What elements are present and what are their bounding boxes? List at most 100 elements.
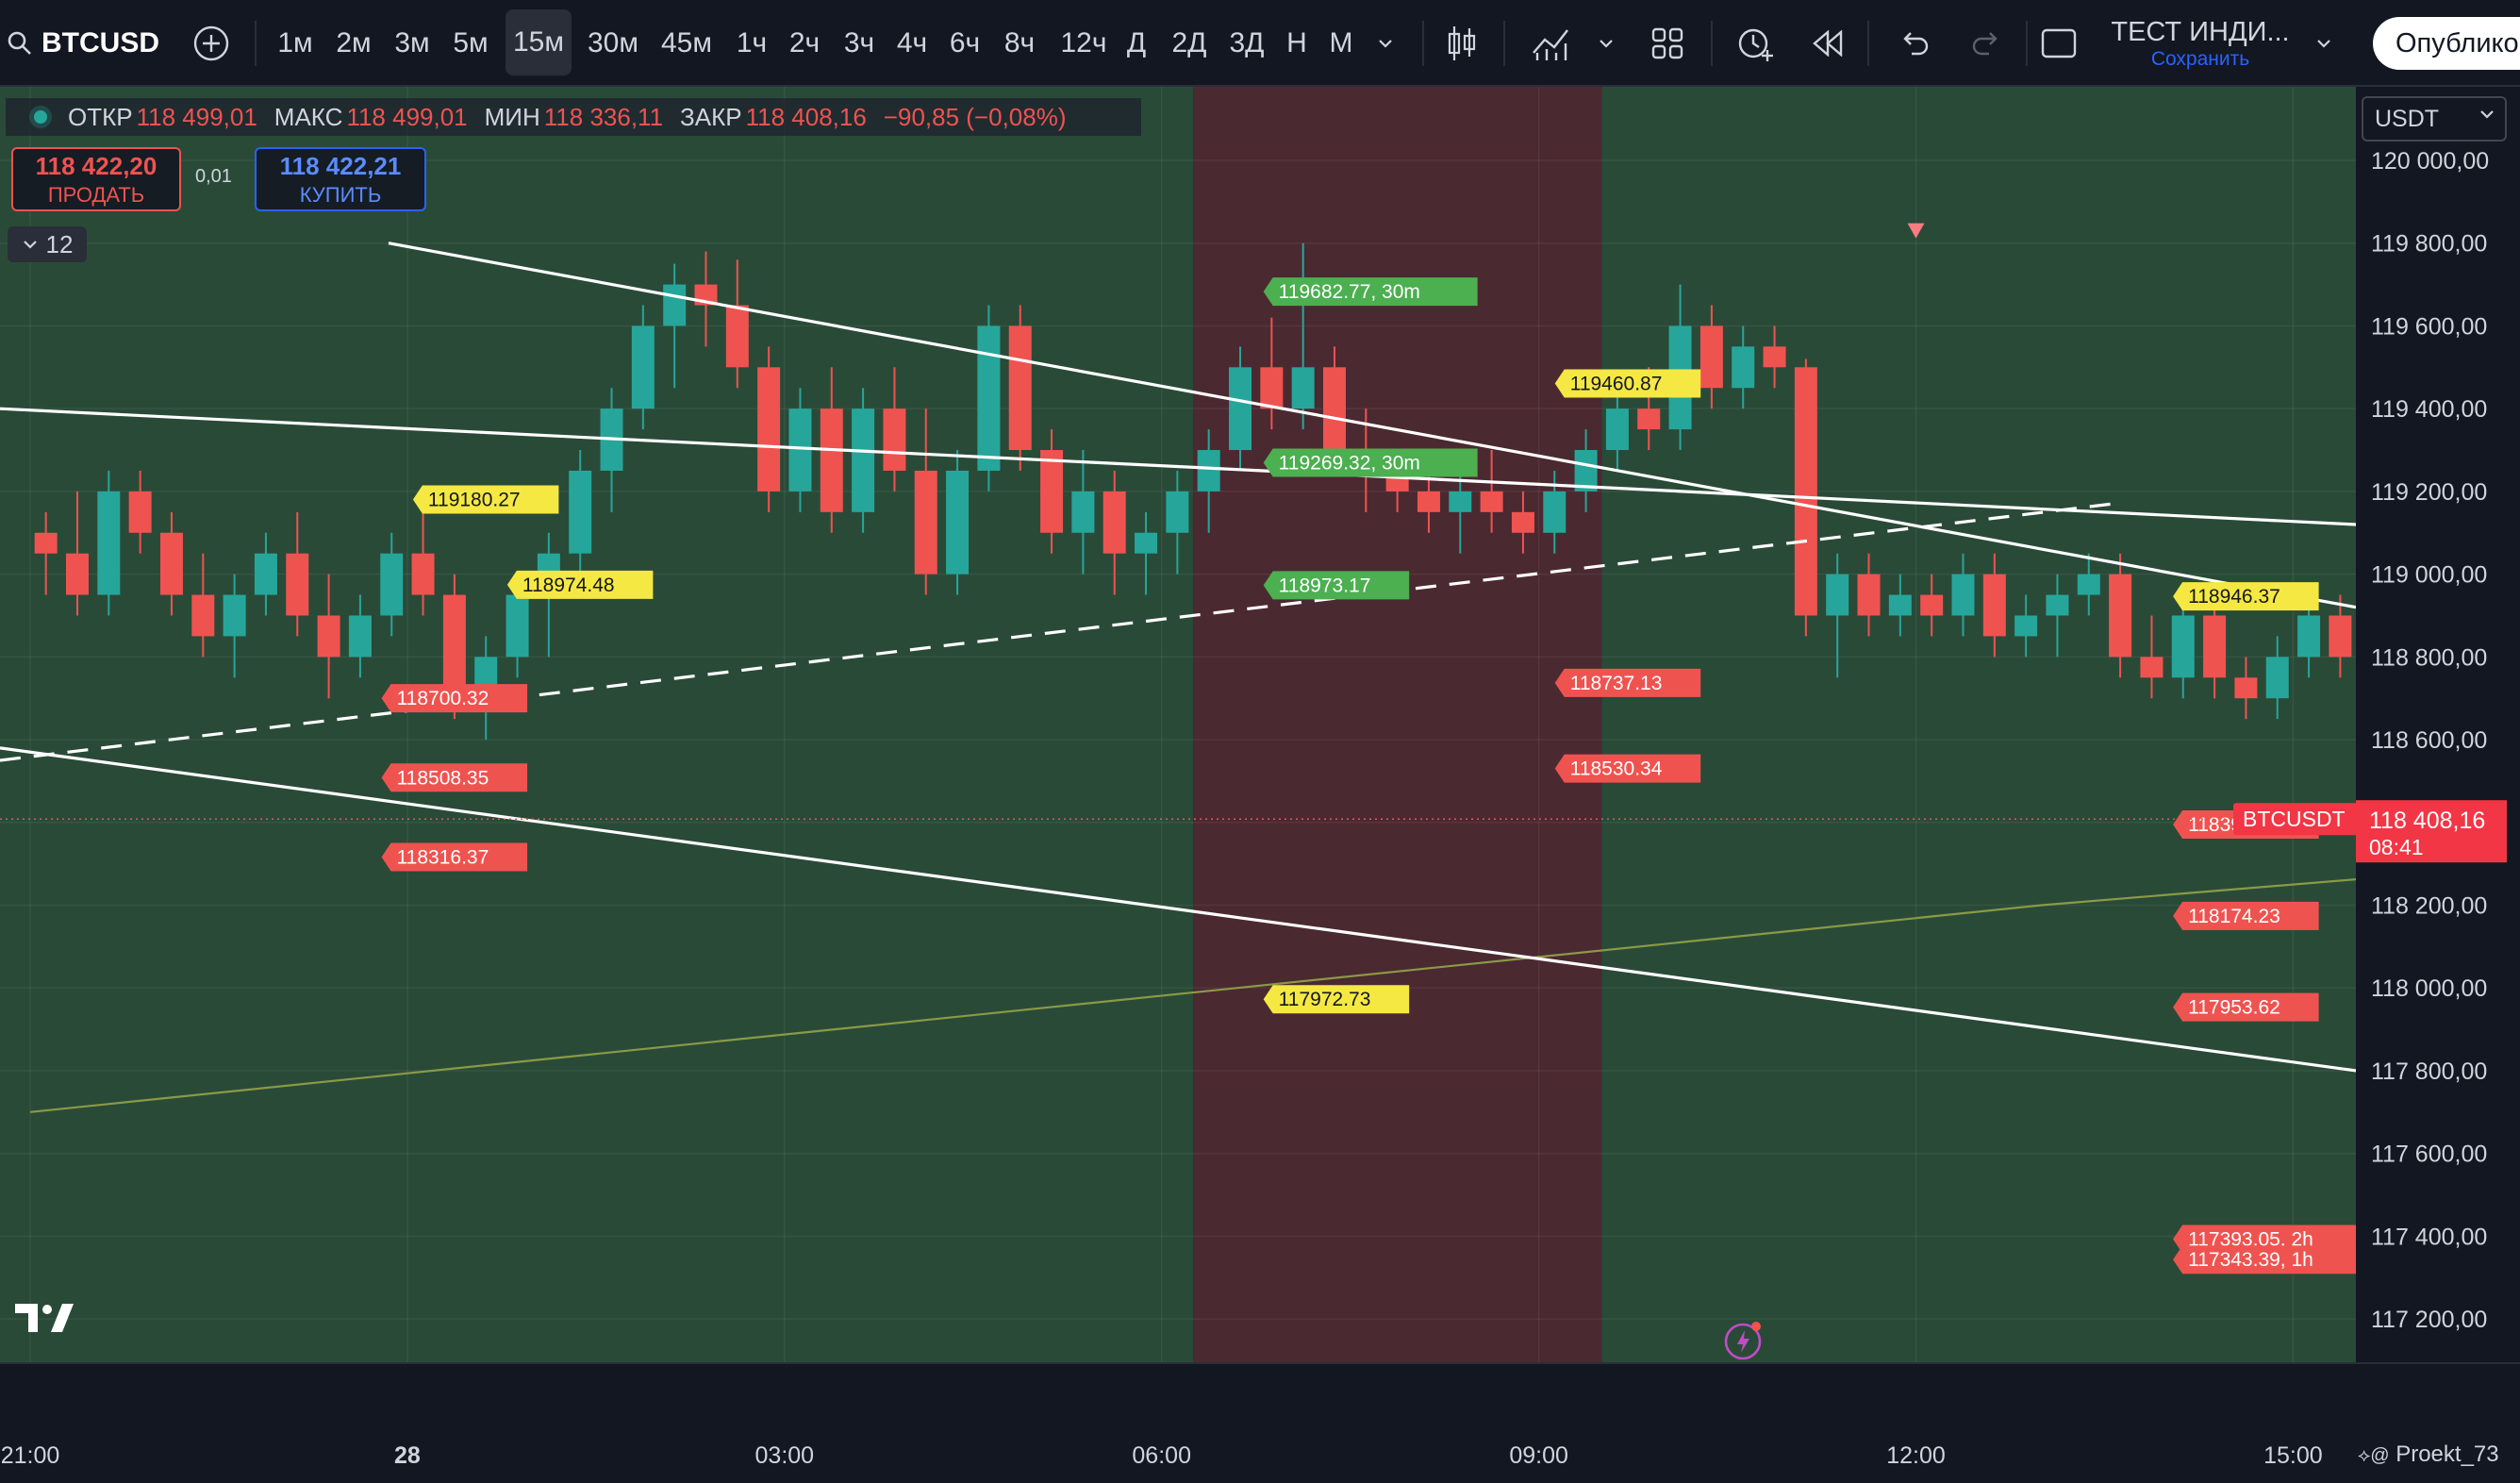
candle-up <box>1229 367 1252 451</box>
undo-icon[interactable] <box>1896 0 1933 87</box>
price-tick-label: 118 000,00 <box>2371 975 2487 1002</box>
candle-down <box>883 408 906 471</box>
candle-up <box>1605 408 1629 451</box>
price-label-text: 119180.27 <box>428 490 521 511</box>
candle-down <box>1920 594 1944 616</box>
fullscreen-box-icon[interactable] <box>2037 0 2081 87</box>
price-chart[interactable]: 119460.87 119180.27 118974.48 118700.32 1185… <box>0 87 2520 1483</box>
interval-4h[interactable]: 4ч <box>896 27 928 58</box>
price-label-tag: 119180.27 <box>412 485 559 514</box>
interval-5m[interactable]: 5м <box>453 27 489 58</box>
price-label-shape <box>2173 582 2319 611</box>
candle-down <box>159 532 183 595</box>
interval-1h[interactable]: 1ч <box>736 27 768 58</box>
candle-up <box>254 553 277 595</box>
intervals-dropdown-chevron-icon[interactable] <box>1369 0 1401 87</box>
close-value: 118 408,16 <box>745 102 867 131</box>
search-icon[interactable] <box>4 0 36 87</box>
indicators-toggle[interactable]: 12 <box>8 226 87 262</box>
close-label: ЗАКР <box>680 102 742 131</box>
save-link[interactable]: Сохранить <box>2150 47 2250 70</box>
price-label-shape <box>2173 901 2319 930</box>
price-label-tag: 118973.17 <box>1263 571 1410 600</box>
candle-up <box>223 594 246 637</box>
candle-up <box>2171 615 2195 678</box>
candle-down <box>820 408 843 512</box>
bar-replay-icon[interactable] <box>1809 0 1847 87</box>
toolbar-divider <box>255 21 257 66</box>
interval-1mo[interactable]: М <box>1329 27 1353 58</box>
candle-up <box>2014 615 2038 637</box>
price-label-tag: 117953.62 <box>2173 992 2319 1022</box>
interval-3h[interactable]: 3ч <box>843 27 875 58</box>
layout-dropdown-chevron-icon[interactable] <box>2311 0 2337 87</box>
interval-12h[interactable]: 12ч <box>1060 27 1107 58</box>
interval-8h[interactable]: 8ч <box>1003 27 1036 58</box>
candle-down <box>1857 574 1881 616</box>
interval-2m[interactable]: 2м <box>336 27 372 58</box>
interval-1d[interactable]: Д <box>1126 27 1147 58</box>
redo-icon[interactable] <box>1967 0 2005 87</box>
tradingview-logo-icon[interactable] <box>15 1304 77 1341</box>
candle-down <box>1794 367 1817 616</box>
candle-up <box>1197 450 1220 492</box>
candle-down <box>2329 615 2352 658</box>
change-value: −90,85 (−0,08%) <box>883 102 1067 131</box>
time-axis: 21:00 28 03:00 06:00 09:00 12:00 15:00 <box>0 1362 2520 1483</box>
symbol-name: BTCUSD <box>41 27 159 58</box>
layout-grid-icon[interactable] <box>1647 0 1688 87</box>
interval-1w[interactable]: Н <box>1286 27 1307 58</box>
symbol-search-button[interactable]: BTCUSD <box>41 0 174 87</box>
indicators-icon[interactable] <box>1530 0 1573 87</box>
price-tick-label: 118 600,00 <box>2371 727 2487 754</box>
candle-up <box>569 470 592 554</box>
lightning-alert-icon[interactable] <box>1724 1319 1766 1365</box>
price-label-tag: 119682.77, 30m <box>1263 277 1478 307</box>
sell-price: 118 422,20 <box>35 151 158 180</box>
candle-up <box>852 408 875 512</box>
candle-down <box>411 553 435 595</box>
add-alert-icon[interactable] <box>1733 0 1777 87</box>
bull-zone <box>0 87 1194 1362</box>
publish-button[interactable]: Опублико <box>2373 17 2520 70</box>
interval-3d[interactable]: 3Д <box>1229 27 1265 58</box>
price-label-tag: 118974.48 <box>506 570 654 599</box>
candle-down <box>34 532 58 554</box>
interval-45m[interactable]: 45м <box>661 27 712 58</box>
candle-down <box>2203 615 2227 678</box>
candle-up <box>2265 657 2289 699</box>
interval-2d[interactable]: 2Д <box>1171 27 1207 58</box>
interval-3m[interactable]: 3м <box>394 27 430 58</box>
price-label-tag: 118508.35 <box>381 763 528 792</box>
currency-select[interactable]: USDT <box>2362 96 2507 142</box>
price-tick-label: 117 400,00 <box>2371 1224 2487 1250</box>
candle-down <box>1480 491 1503 512</box>
open-value: 118 499,01 <box>136 102 257 131</box>
indicators-dropdown-chevron-icon[interactable] <box>1594 0 1618 87</box>
buy-button[interactable]: 118 422,21 КУПИТЬ <box>255 147 426 211</box>
ohlc-legend: ОТКР 118 499,01 МАКС 118 499,01 МИН 118 … <box>6 98 1141 136</box>
candle-down <box>1511 511 1534 533</box>
sell-button[interactable]: 118 422,20 ПРОДАТЬ <box>11 147 181 211</box>
candle-down <box>1699 325 1723 389</box>
price-label-text: 119682.77, 30m <box>1279 281 1420 303</box>
layout-title: ТЕСТ ИНДИ... <box>2111 16 2290 47</box>
sell-signal-marker <box>1907 223 1925 239</box>
top-toolbar: BTCUSD 1м 2м 3м 5м 15м 30м 45м 1ч 2ч 3ч … <box>0 0 2520 87</box>
interval-30m[interactable]: 30м <box>588 27 638 58</box>
interval-6h[interactable]: 6ч <box>949 27 981 58</box>
interval-15m[interactable]: 15м <box>506 9 572 75</box>
candle-up <box>1291 367 1315 409</box>
candle-down <box>442 594 466 699</box>
interval-2h[interactable]: 2ч <box>788 27 821 58</box>
layout-name-button[interactable]: ТЕСТ ИНДИ... Сохранить <box>2101 0 2299 87</box>
interval-1m[interactable]: 1м <box>277 27 313 58</box>
candle-down <box>1008 325 1032 451</box>
open-label: ОТКР <box>68 102 133 131</box>
price-tick-label: 118 800,00 <box>2371 644 2487 671</box>
candle-up <box>1951 574 1975 616</box>
time-axis-background <box>0 1362 2520 1483</box>
candles-chart-type-icon[interactable] <box>1443 0 1481 87</box>
candle-up <box>506 594 529 658</box>
add-symbol-button[interactable] <box>189 0 234 87</box>
